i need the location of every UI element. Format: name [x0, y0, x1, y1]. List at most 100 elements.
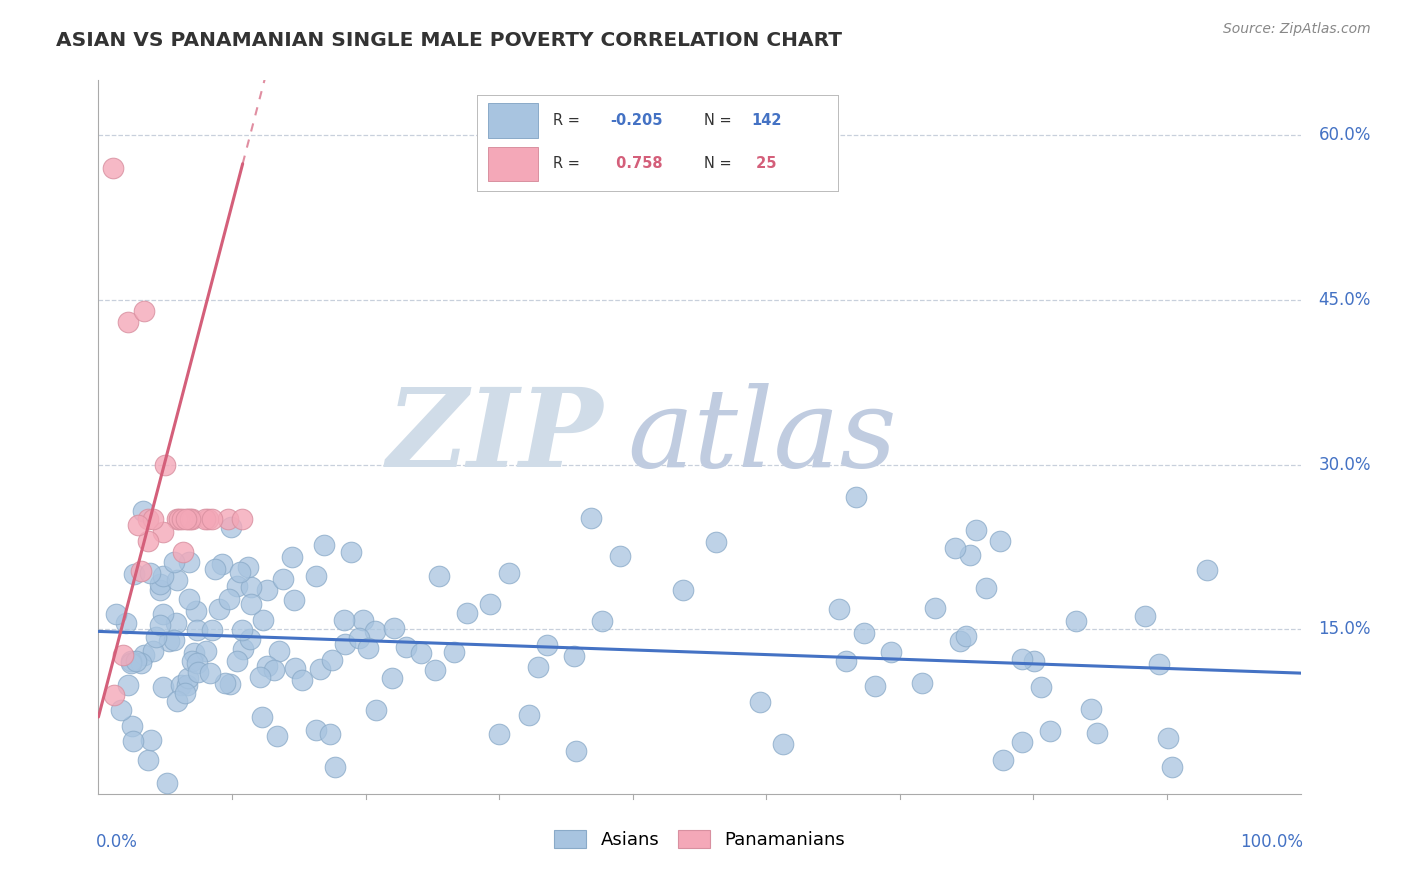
Point: [1197, 564, 1219, 578]
Point: [124, 567, 146, 582]
Point: [991, 753, 1014, 767]
Point: [149, 577, 172, 591]
Point: [835, 654, 858, 668]
Point: [177, 671, 200, 685]
Point: [955, 629, 977, 643]
Point: [456, 607, 478, 621]
Point: [194, 512, 217, 526]
Point: [1157, 731, 1180, 745]
Point: [924, 601, 946, 615]
Point: [323, 760, 346, 774]
Point: [177, 592, 200, 607]
Point: [177, 555, 200, 569]
Point: [381, 671, 404, 685]
Point: [517, 708, 540, 723]
Point: [249, 670, 271, 684]
Point: [219, 676, 242, 690]
Point: [284, 661, 307, 675]
Point: [132, 303, 155, 318]
Point: [357, 641, 380, 656]
Point: [1133, 608, 1156, 623]
Point: [256, 659, 278, 673]
Point: [172, 545, 194, 559]
Point: [772, 737, 794, 751]
Point: [179, 512, 201, 526]
Point: [1147, 657, 1170, 672]
Point: [411, 647, 433, 661]
Point: [1161, 760, 1184, 774]
Point: [186, 657, 208, 671]
Point: [117, 678, 139, 692]
Point: [145, 630, 167, 644]
Point: [219, 520, 242, 534]
Text: 30.0%: 30.0%: [1319, 456, 1371, 474]
Point: [204, 562, 226, 576]
Point: [181, 512, 204, 526]
Text: 100.0%: 100.0%: [1240, 833, 1303, 851]
Point: [423, 664, 446, 678]
Point: [252, 613, 274, 627]
Point: [256, 582, 278, 597]
Point: [157, 634, 180, 648]
Point: [138, 534, 160, 549]
Point: [965, 524, 987, 538]
Point: [943, 541, 966, 556]
Point: [174, 512, 197, 526]
Point: [139, 566, 162, 581]
Point: [498, 566, 520, 580]
Text: 15.0%: 15.0%: [1319, 620, 1371, 638]
Point: [231, 512, 253, 526]
Point: [364, 624, 387, 638]
Point: [149, 583, 172, 598]
Point: [120, 654, 142, 668]
Point: [382, 621, 405, 635]
Point: [101, 161, 124, 175]
Point: [305, 569, 328, 583]
Point: [1064, 614, 1087, 628]
Point: [136, 753, 159, 767]
Point: [562, 649, 585, 664]
Point: [239, 597, 262, 611]
Point: [169, 512, 191, 526]
Point: [488, 727, 510, 741]
Point: [153, 458, 176, 472]
Point: [166, 512, 188, 526]
Point: [180, 654, 202, 668]
Point: [321, 653, 343, 667]
Point: [579, 510, 602, 524]
Point: [283, 593, 305, 607]
Point: [225, 579, 247, 593]
Text: Source: ZipAtlas.com: Source: ZipAtlas.com: [1223, 22, 1371, 37]
Point: [1080, 701, 1102, 715]
Point: [142, 512, 165, 526]
Point: [177, 512, 200, 526]
Point: [479, 597, 502, 611]
Point: [749, 695, 772, 709]
Point: [271, 572, 294, 586]
Point: [252, 710, 274, 724]
Point: [195, 644, 218, 658]
Point: [112, 648, 135, 662]
Point: [911, 675, 934, 690]
Point: [845, 491, 868, 505]
Point: [352, 613, 374, 627]
Point: [139, 733, 162, 747]
Point: [427, 569, 450, 583]
Point: [1029, 680, 1052, 694]
Point: [201, 623, 224, 637]
Point: [165, 615, 187, 630]
Point: [129, 564, 152, 578]
Point: [122, 733, 145, 747]
Point: [443, 645, 465, 659]
Point: [335, 637, 357, 651]
Point: [609, 549, 631, 563]
Point: [115, 616, 138, 631]
Point: [238, 560, 260, 574]
Point: [103, 688, 125, 702]
Point: [197, 512, 219, 526]
Point: [170, 512, 193, 526]
Point: [138, 512, 160, 526]
Point: [214, 675, 236, 690]
Point: [281, 550, 304, 565]
Point: [672, 582, 695, 597]
